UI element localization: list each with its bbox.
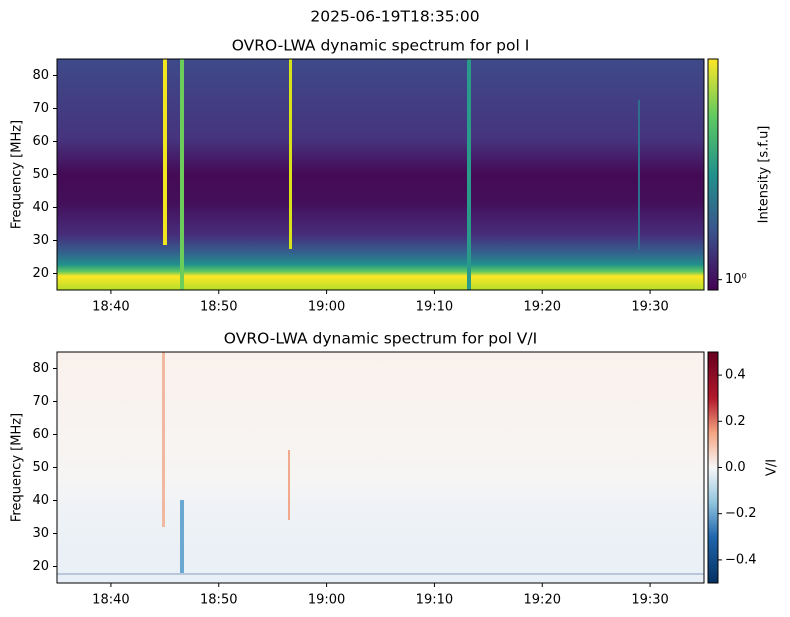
x-tick-label: 19:00	[308, 593, 345, 608]
colorbar-tick-label: −0.2	[725, 506, 757, 521]
x-tick-label: 19:10	[416, 593, 453, 608]
x-tick-label: 19:00	[308, 300, 345, 315]
x-tick-label: 19:10	[416, 300, 453, 315]
colorbar-tick-label: 0.0	[725, 460, 746, 475]
y-tick-label: 50	[32, 460, 49, 475]
y-tick-label: 30	[32, 526, 49, 541]
colorbar-tick-label: 0.2	[725, 414, 746, 429]
figure-title: 2025-06-19T18:35:00	[310, 8, 479, 26]
y-tick-label: 50	[32, 167, 49, 182]
colorbar-label: V/I	[765, 459, 780, 476]
x-tick-label: 18:50	[200, 593, 237, 608]
colorbar-tick-label: 10⁰	[725, 272, 747, 287]
chart-title: OVRO-LWA dynamic spectrum for pol V/I	[224, 330, 537, 348]
y-tick-label: 60	[32, 134, 49, 149]
y-tick-label: 30	[32, 233, 49, 248]
y-tick-label: 70	[32, 394, 49, 409]
y-axis-label: Frequency [MHz]	[10, 413, 25, 522]
colorbar	[707, 351, 719, 584]
y-axis-label: Frequency [MHz]	[10, 120, 25, 229]
y-tick-label: 40	[32, 493, 49, 508]
x-tick-label: 18:50	[200, 300, 237, 315]
y-tick-label: 70	[32, 101, 49, 116]
colorbar-tick-label: 0.4	[725, 368, 746, 383]
x-tick-label: 19:30	[631, 300, 668, 315]
y-tick-label: 80	[32, 361, 49, 376]
x-tick-label: 19:30	[631, 593, 668, 608]
y-tick-label: 80	[32, 68, 49, 83]
colorbar-tick-label: −0.4	[725, 552, 757, 567]
colorbar-label: Intensity [s.f.u]	[757, 126, 772, 224]
x-tick-label: 19:20	[524, 300, 561, 315]
x-tick-label: 19:20	[524, 593, 561, 608]
x-tick-label: 18:40	[92, 300, 129, 315]
y-tick-label: 20	[32, 559, 49, 574]
chart-title: OVRO-LWA dynamic spectrum for pol I	[232, 37, 530, 55]
y-tick-label: 60	[32, 427, 49, 442]
colorbar	[707, 58, 719, 291]
y-tick-label: 20	[32, 266, 49, 281]
x-tick-label: 18:40	[92, 593, 129, 608]
y-tick-label: 40	[32, 200, 49, 215]
spectrum-image	[57, 59, 704, 583]
